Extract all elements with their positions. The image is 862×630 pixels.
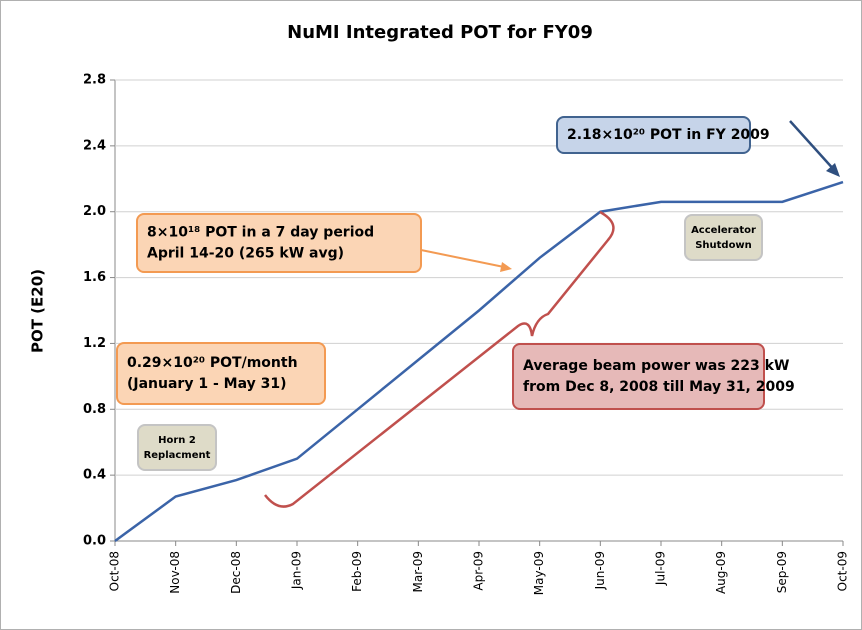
callout-box [556,116,751,154]
y-tick-label: 0.0 [83,534,106,549]
y-tick-label: 2.8 [83,73,106,88]
y-tick-label: 2.0 [83,204,106,219]
annotation-text: 2.18×10²⁰ POT in FY 2009 [567,127,770,143]
annotation-text: Horn 2 [158,435,196,446]
y-tick-label: 1.6 [83,270,106,285]
x-tick-label: Nov-08 [168,551,182,594]
y-tick-label: 2.4 [83,138,106,153]
arrow-head [826,163,840,177]
callout-box [136,213,422,273]
annotation-text: (January 1 - May 31) [127,376,286,392]
x-tick-label: Jun-09 [593,551,607,590]
arrow [420,249,505,268]
x-tick-label: May-09 [532,551,546,595]
arrow [789,120,837,173]
x-tick-label: Mar-09 [411,551,425,592]
x-tick-label: Dec-08 [229,551,243,594]
arrow-head [500,262,512,272]
y-tick-label: 0.4 [83,468,106,483]
x-tick-label: Aug-09 [714,551,728,594]
x-tick-label: Jan-09 [290,551,304,590]
x-tick-label: Feb-09 [350,551,364,592]
annotation-text: 0.29×10²⁰ POT/month [127,355,298,371]
annotation-text: Shutdown [695,240,752,251]
y-tick-label: 0.8 [83,402,106,417]
callout-box [512,343,765,410]
x-tick-label: Oct-08 [108,551,122,591]
y-axis-label: POT (E20) [29,269,47,353]
annotation-text: 8×10¹⁸ POT in a 7 day period [147,225,374,241]
y-tick-label: 1.2 [83,336,106,351]
callout-box [684,214,763,261]
x-tick-label: Jul-09 [654,551,668,586]
x-tick-label: Apr-09 [472,551,486,591]
callout-box [116,342,326,405]
annotation-text: Accelerator [691,225,756,236]
chart-title: NuMI Integrated POT for FY09 [287,22,593,43]
brace [264,210,615,508]
callout-box [137,424,217,471]
annotation-text: April 14-20 (265 kW avg) [147,246,344,262]
annotation-text: from Dec 8, 2008 till May 31, 2009 [523,379,795,395]
annotation-text: Average beam power was 223 kW [523,358,789,374]
annotation-text: Replacment [144,450,211,461]
x-tick-label: Sep-09 [775,551,789,593]
series-line [114,180,844,543]
x-tick-label: Oct-09 [836,551,850,591]
